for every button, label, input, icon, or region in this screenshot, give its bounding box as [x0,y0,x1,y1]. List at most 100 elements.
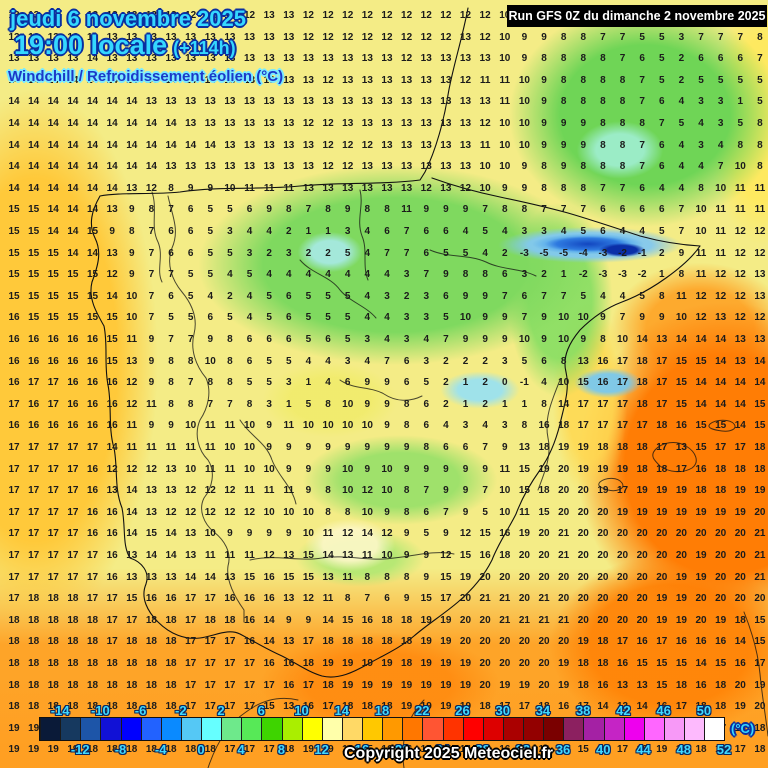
grid-value: 17 [754,658,766,669]
grid-value: 12 [342,528,354,540]
grid-value: 7 [639,96,645,108]
grid-value: 13 [381,96,393,108]
scale-tick-label: 40 [596,742,611,757]
grid-value: 6 [168,226,174,237]
scale-tick-label: 48 [676,742,691,757]
grid-value: 13 [283,53,295,65]
grid-value: 19 [656,614,668,626]
grid-value: 16 [8,355,20,367]
grid-value: 10 [577,312,589,324]
grid-value: 18 [597,658,609,669]
grid-value: 8 [619,74,626,86]
grid-value: 13 [342,96,354,108]
grid-value: 18 [106,744,118,756]
grid-value: 14 [47,118,59,129]
grid-value: 14 [734,636,746,648]
grid-value: 18 [361,701,373,713]
grid-value: 6 [187,247,194,259]
grid-value: 16 [28,420,40,432]
grid-value: 18 [47,614,59,626]
grid-value: 14 [126,118,138,129]
scale-tick-label: 50 [696,703,712,718]
grid-value: 11 [244,182,255,194]
grid-value: 14 [715,334,727,345]
grid-value: 9 [580,139,587,151]
grid-value: 10 [185,420,197,432]
grid-value: 14 [67,139,79,151]
grid-value: 13 [381,139,393,151]
grid-value: 12 [754,247,766,259]
grid-value: 17 [28,550,40,561]
grid-value: 19 [420,614,432,626]
grid-value: 17 [185,614,197,626]
grid-value: 9 [403,442,410,453]
grid-value: 17 [243,701,256,713]
grid-value: 9 [462,290,469,302]
grid-value: 8 [619,96,626,108]
grid-value: 13 [459,161,472,173]
scale-tick-label: 16 [354,742,370,757]
grid-value: 11 [146,442,157,453]
grid-value: 6 [443,442,449,453]
grid-value: 11 [499,96,511,108]
grid-value: 13 [381,53,393,65]
grid-value: 11 [205,442,216,453]
grid-value: 17 [8,571,20,583]
grid-value: 14 [440,744,452,756]
grid-value: 17 [185,701,197,713]
grid-value: 13 [224,571,236,583]
grid-value: 4 [501,226,508,237]
grid-value: 19 [695,571,707,583]
grid-value: 4 [266,226,272,237]
grid-value: 17 [616,355,629,367]
grid-value: 4 [246,226,253,237]
grid-value: 13 [106,247,118,259]
grid-value: 9 [560,139,567,151]
grid-value: 4 [227,269,233,281]
grid-value: 15 [86,226,99,237]
grid-value: 14 [754,377,766,389]
grid-value: 3 [344,355,351,367]
grid-value: 18 [715,485,727,497]
grid-value: 5 [717,74,724,86]
grid-value: 7 [305,204,312,216]
grid-value: 17 [440,593,452,605]
grid-value: 15 [28,312,40,324]
grid-value: 16 [479,550,491,561]
grid-value: 8 [600,96,606,108]
grid-value: 4 [698,118,704,129]
grid-value: 4 [364,269,371,281]
grid-value: 19 [440,636,452,648]
grid-value: 18 [106,701,118,713]
grid-value: 5 [580,290,587,302]
grid-value: 9 [128,247,135,259]
grid-value: -5 [559,247,569,259]
grid-value: 13 [145,53,157,65]
grid-value: 14 [126,139,138,151]
grid-value: 18 [636,398,648,410]
grid-value: 13 [243,31,256,43]
grid-value: 10 [342,463,354,475]
grid-value: 4 [639,226,645,237]
grid-value: 5 [639,31,645,43]
grid-value: -3 [598,269,608,281]
grid-value: 4 [364,226,371,237]
grid-value: 10 [283,506,295,518]
grid-value: 9 [266,442,272,453]
grid-value: 3 [266,398,272,410]
grid-value: 13 [47,31,59,43]
grid-value: 15 [8,204,20,216]
grid-value: 13 [185,53,197,65]
grid-value: 19 [322,744,334,756]
grid-value: 14 [695,377,707,389]
grid-value: 21 [479,593,491,605]
grid-value: 6 [168,290,174,302]
grid-value: 17 [616,744,629,756]
grid-value: 21 [754,550,766,561]
grid-value: 19 [754,485,766,497]
grid-value: 20 [459,593,472,605]
grid-value: 8 [384,571,390,583]
grid-value: -2 [578,269,588,281]
grid-value: 16 [8,334,20,345]
